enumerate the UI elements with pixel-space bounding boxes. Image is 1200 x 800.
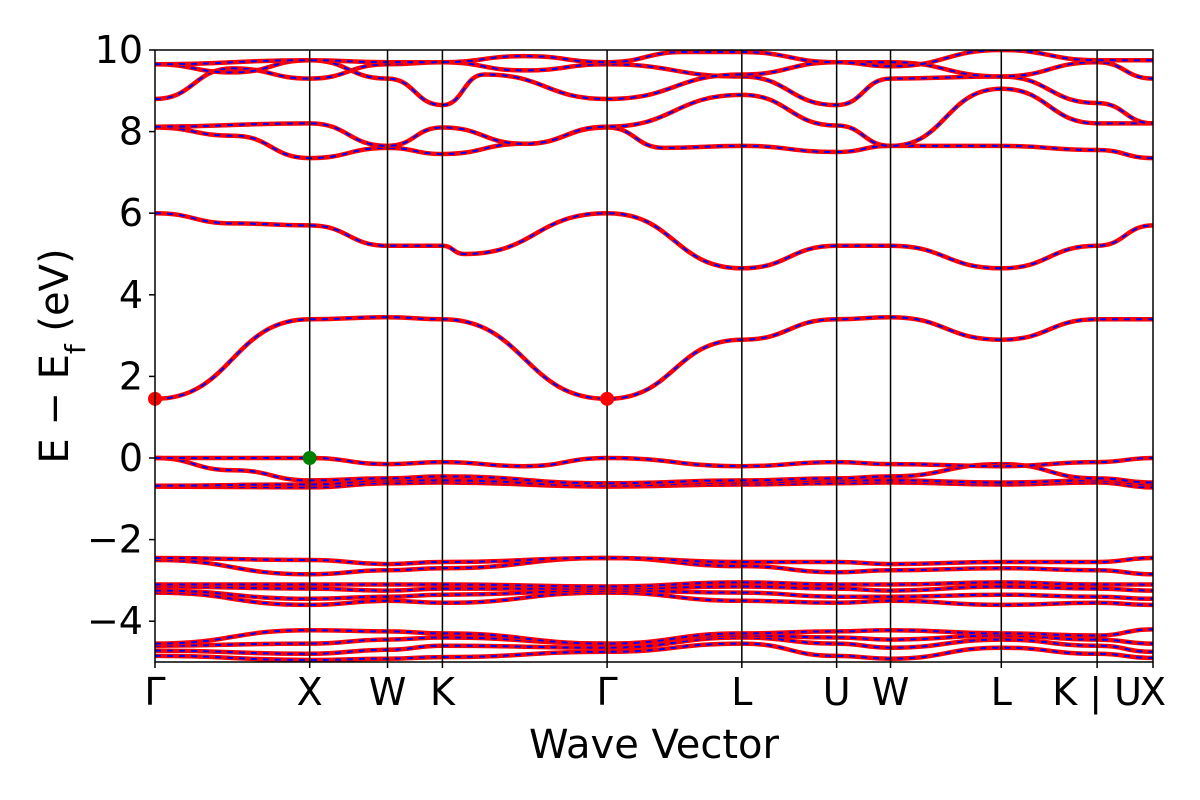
band-15-line — [155, 314, 1153, 402]
y-tick-label: 10 — [95, 28, 143, 72]
band-17-line — [155, 125, 1153, 161]
x-tick-label: Γ — [144, 670, 165, 714]
x-tick-label: K — [430, 670, 456, 714]
band-2-dashed-line — [155, 636, 1153, 655]
bands-layer — [155, 50, 1153, 662]
x-tick-label: W — [872, 670, 910, 714]
band-16-dashed-line — [155, 212, 1153, 270]
y-tick-label: 8 — [119, 110, 143, 154]
band-16-line — [155, 210, 1153, 271]
band-9-dashed-line — [155, 556, 1153, 576]
x-tick-label: X — [1140, 670, 1166, 714]
y-axis-label-main: E − E — [32, 354, 78, 464]
y-tick-label: 4 — [119, 273, 143, 317]
band-13-dashed-line — [155, 457, 1153, 485]
band-21-line — [155, 50, 1153, 69]
band-10-line — [155, 555, 1153, 567]
band-17-dashed-line — [155, 126, 1153, 160]
y-tick-label: 0 — [119, 436, 143, 480]
x-tick-label: X — [297, 670, 323, 714]
y-tick-label: 2 — [119, 354, 143, 398]
band-21-dashed-line — [155, 50, 1153, 68]
extrema-markers — [148, 391, 615, 465]
band-1-dashed-line — [155, 642, 1153, 662]
band-15-dashed-line — [155, 316, 1153, 400]
x-tick-label: Γ — [597, 670, 618, 714]
x-axis-label: Wave Vector — [529, 722, 780, 768]
band-7-dashed-line — [155, 585, 1153, 592]
x-tick-label: K | U — [1052, 670, 1142, 715]
band-8-dashed-line — [155, 581, 1153, 588]
y-axis-label-unit: (eV) — [32, 248, 78, 344]
band-6-dashed-line — [155, 589, 1153, 600]
y-axis-ticks: −4 −2 0 2 4 6 8 10 — [87, 28, 155, 643]
band-18-line — [155, 86, 1153, 149]
x-tick-label: L — [731, 670, 752, 714]
band-18-dashed-line — [155, 87, 1153, 147]
kpoint-lines — [308, 50, 1098, 662]
y-tick-label: −2 — [87, 518, 143, 562]
vbm-marker — [302, 451, 317, 465]
x-tick-label: U — [823, 670, 851, 714]
band-4-dashed-line — [155, 628, 1153, 645]
cbm-marker — [600, 391, 615, 406]
plot-frame — [154, 49, 1154, 663]
x-tick-label: L — [991, 670, 1012, 714]
band-10-dashed-line — [155, 556, 1153, 566]
y-axis-label: E − Ef (eV) — [32, 248, 92, 463]
band-5-dashed-line — [155, 591, 1153, 606]
y-axis-label-subscript: f — [59, 343, 92, 354]
band-19-dashed-line — [155, 61, 1153, 125]
y-tick-label: 6 — [119, 191, 143, 235]
x-tick-label: W — [369, 670, 407, 714]
y-tick-label: −4 — [87, 599, 143, 643]
